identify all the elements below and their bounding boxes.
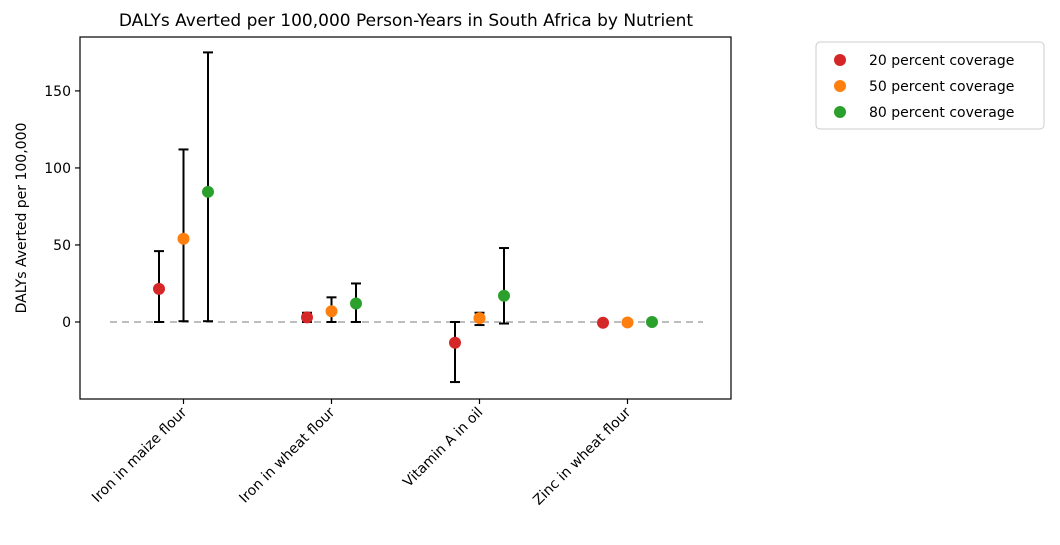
data-point: [449, 336, 461, 349]
data-point: [473, 312, 486, 325]
chart-title: DALYs Averted per 100,000 Person-Years i…: [119, 11, 694, 31]
legend-label: 20 percent coverage: [869, 53, 1014, 69]
legend-marker: [834, 54, 846, 66]
data-point: [202, 185, 214, 198]
y-tick-label: 100: [44, 161, 71, 177]
data-point: [301, 311, 313, 324]
y-tick-label: 150: [44, 84, 71, 100]
legend-marker: [834, 80, 846, 92]
x-tick-label: Iron in wheat flour: [236, 404, 338, 506]
legend: 20 percent coverage 50 percent coverage 80…: [815, 41, 1045, 130]
data-point: [325, 305, 338, 318]
y-axis-label: DALYs Averted per 100,000: [14, 123, 30, 314]
x-tick-label: Iron in maize flour: [89, 404, 190, 505]
data-point: [621, 316, 634, 329]
plot-frame: [79, 36, 732, 400]
plot-area: 0 50 100 150 Iron in maize flour Iron in whea…: [44, 36, 732, 509]
data-point: [153, 282, 165, 295]
x-tick-label: Zinc in wheat flour: [530, 404, 634, 508]
data-point: [498, 289, 510, 302]
x-tick-label: Vitamin A in oil: [400, 405, 486, 491]
y-tick-label: 0: [62, 315, 71, 331]
data-point: [350, 297, 362, 310]
legend-label: 50 percent coverage: [869, 79, 1014, 95]
data-point: [646, 315, 658, 328]
data-point: [177, 232, 190, 245]
data-point: [597, 316, 609, 329]
legend-label: 80 percent coverage: [869, 105, 1014, 121]
y-tick-label: 50: [53, 238, 71, 254]
legend-box: [815, 41, 1045, 130]
legend-marker: [834, 106, 846, 118]
